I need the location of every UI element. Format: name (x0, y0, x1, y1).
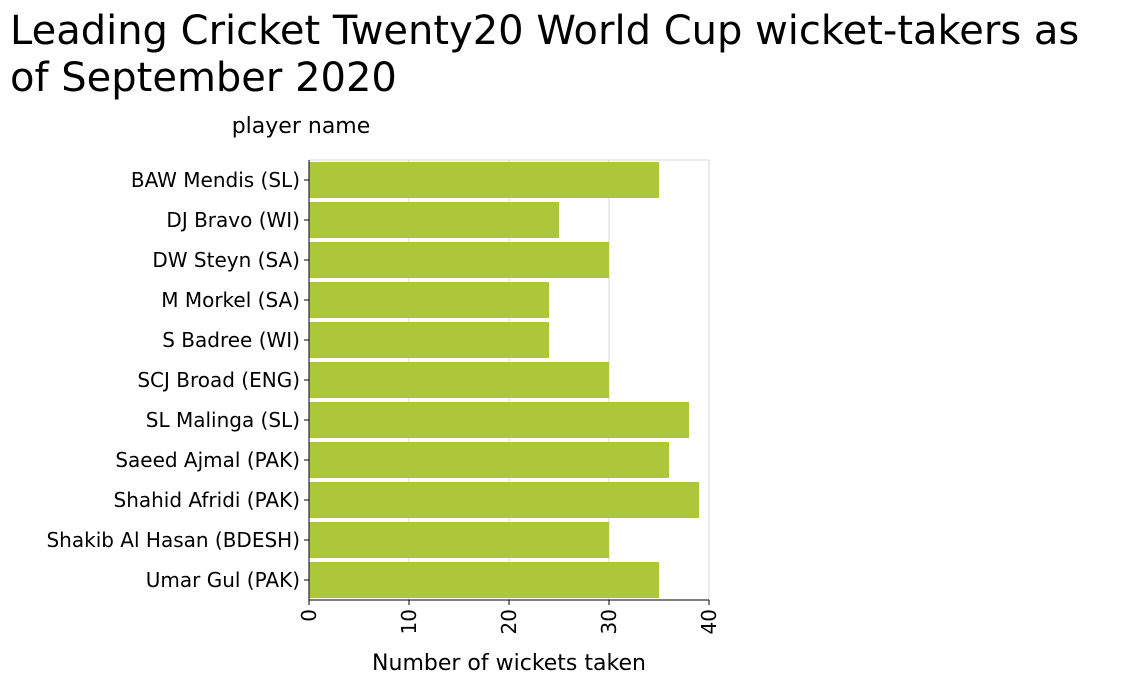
bar (309, 482, 699, 518)
y-tick-label: M Morkel (SA) (161, 288, 300, 312)
bar (309, 202, 559, 238)
bars-group (309, 162, 699, 598)
x-tick-label: 40 (697, 609, 721, 634)
bar (309, 362, 609, 398)
bar (309, 442, 669, 478)
y-tick-labels: BAW Mendis (SL) DJ Bravo (WI) DW Steyn (SA… (46, 168, 300, 592)
bar (309, 282, 549, 318)
bar (309, 242, 609, 278)
y-tick-label: BAW Mendis (SL) (131, 168, 300, 192)
chart-title: Leading Cricket Twenty20 World Cup wicke… (10, 8, 1080, 101)
y-tick-label: SCJ Broad (ENG) (137, 368, 300, 392)
axes-group (304, 160, 710, 605)
x-tick-label: 20 (497, 609, 521, 634)
y-tick-label: S Badree (WI) (162, 328, 300, 352)
bar (309, 162, 659, 198)
y-tick-label: DJ Bravo (WI) (166, 208, 300, 232)
y-tick-label: SL Malinga (SL) (146, 408, 300, 432)
bar (309, 522, 609, 558)
y-tick-label: Saeed Ajmal (PAK) (115, 448, 300, 472)
y-tick-label: Shahid Afridi (PAK) (114, 488, 301, 512)
x-tick-label: 10 (397, 609, 421, 634)
x-tick-label: 30 (597, 609, 621, 634)
y-tick-label: Umar Gul (PAK) (146, 568, 300, 592)
bar (309, 402, 689, 438)
bar (309, 562, 659, 598)
x-tick-labels: 0 10 20 30 40 (297, 609, 721, 634)
y-tick-label: DW Steyn (SA) (152, 248, 300, 272)
bar (309, 322, 549, 358)
x-tick-label: 0 (297, 609, 321, 622)
y-axis-title: player name (232, 114, 371, 139)
x-axis-title: Number of wickets taken (372, 651, 646, 676)
y-tick-label: Shakib Al Hasan (BDESH) (46, 528, 300, 552)
